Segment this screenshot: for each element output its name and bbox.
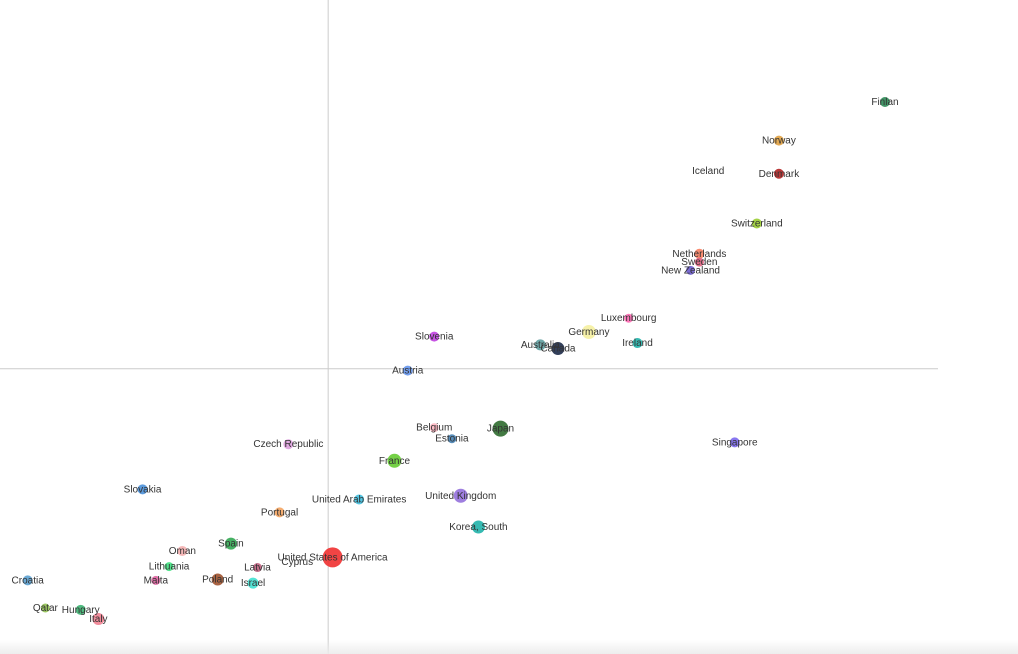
point-label-germany: Germany xyxy=(568,327,609,338)
point-label-singapore: Singapore xyxy=(712,437,758,448)
point-france[interactable] xyxy=(387,453,402,468)
point-label-cyprus: Cyprus xyxy=(281,557,313,568)
point-malta[interactable] xyxy=(151,575,161,585)
point-label-lithuania: Lithuania xyxy=(149,562,190,573)
point-singapore[interactable] xyxy=(729,437,740,448)
point-oman[interactable] xyxy=(177,545,188,556)
point-portugal[interactable] xyxy=(274,507,285,518)
point-label-estonia: Estonia xyxy=(435,434,469,445)
point-slovenia[interactable] xyxy=(429,331,440,342)
point-spain[interactable] xyxy=(224,537,237,550)
point-korea-south[interactable] xyxy=(471,520,485,534)
point-label-croatia: Croatia xyxy=(12,575,45,586)
point-label-netherlands: Netherlands xyxy=(672,249,726,260)
point-poland[interactable] xyxy=(211,573,224,586)
point-belgium[interactable] xyxy=(429,423,439,433)
labels-layer: Finlan Norway Iceland Denmark Switzerland Net… xyxy=(12,97,899,625)
point-label-iceland: Iceland xyxy=(692,166,724,177)
point-austria[interactable] xyxy=(402,365,413,376)
point-label-austria: Austria xyxy=(392,366,424,377)
point-label-canada: Canada xyxy=(540,344,575,355)
point-switzerland[interactable] xyxy=(751,218,762,229)
point-label-united-states-of-america: United States of America xyxy=(278,552,388,563)
point-israel[interactable] xyxy=(247,577,259,589)
point-sweden[interactable] xyxy=(694,257,704,267)
point-canada[interactable] xyxy=(551,342,565,356)
point-latvia[interactable] xyxy=(252,563,262,573)
point-czech-republic[interactable] xyxy=(283,439,294,450)
point-italy[interactable] xyxy=(92,613,105,626)
point-new-zealand[interactable] xyxy=(686,265,696,275)
point-label-hungary: Hungary xyxy=(62,605,100,616)
point-label-czech-republic: Czech Republic xyxy=(253,439,323,450)
point-label-slovakia: Slovakia xyxy=(124,484,162,495)
point-ireland[interactable] xyxy=(632,338,643,349)
point-label-switzerland: Switzerland xyxy=(731,218,783,229)
point-croatia[interactable] xyxy=(22,575,33,586)
point-label-israel: Israel xyxy=(241,578,265,589)
points-layer xyxy=(22,97,890,626)
point-label-finlan: Finlan xyxy=(871,97,898,108)
point-label-australia: Australia xyxy=(521,340,560,351)
point-finlan[interactable] xyxy=(879,97,890,107)
point-estonia[interactable] xyxy=(447,434,457,444)
point-label-portugal: Portugal xyxy=(261,507,298,518)
point-australia[interactable] xyxy=(534,339,546,351)
point-slovakia[interactable] xyxy=(137,484,148,495)
point-label-spain: Spain xyxy=(218,539,244,550)
point-germany[interactable] xyxy=(581,325,596,339)
point-luxembourg[interactable] xyxy=(624,313,634,323)
point-label-new-zealand: New Zealand xyxy=(661,265,720,276)
point-label-korea-south: Korea, South xyxy=(449,522,507,533)
point-qatar[interactable] xyxy=(40,603,50,613)
point-label-latvia: Latvia xyxy=(244,563,271,574)
point-norway[interactable] xyxy=(773,135,784,146)
point-label-sweden: Sweden xyxy=(681,257,717,268)
point-netherlands[interactable] xyxy=(694,248,705,259)
point-label-ireland: Ireland xyxy=(622,338,653,349)
point-label-norway: Norway xyxy=(762,136,796,147)
point-label-poland: Poland xyxy=(202,574,233,585)
point-label-belgium: Belgium xyxy=(416,423,452,434)
point-label-france: France xyxy=(379,456,411,467)
point-lithuania[interactable] xyxy=(164,562,174,572)
point-japan[interactable] xyxy=(492,420,509,437)
point-label-oman: Oman xyxy=(169,546,196,557)
point-united-states-of-america[interactable] xyxy=(322,547,343,568)
bottom-fade xyxy=(0,640,1018,654)
point-label-malta: Malta xyxy=(144,575,169,586)
point-label-luxembourg: Luxembourg xyxy=(601,313,657,324)
point-label-japan: Japan xyxy=(487,424,514,435)
point-label-united-kingdom: United Kingdom xyxy=(425,491,496,502)
point-hungary[interactable] xyxy=(75,604,86,615)
point-united-arab-emirates[interactable] xyxy=(354,494,365,505)
point-label-qatar: Qatar xyxy=(33,603,59,614)
point-label-united-arab-emirates: United Arab Emirates xyxy=(312,494,407,505)
point-label-slovenia: Slovenia xyxy=(415,332,454,343)
point-label-italy: Italy xyxy=(89,614,107,625)
point-united-kingdom[interactable] xyxy=(453,488,468,503)
point-denmark[interactable] xyxy=(773,168,784,179)
point-label-denmark: Denmark xyxy=(759,169,801,180)
